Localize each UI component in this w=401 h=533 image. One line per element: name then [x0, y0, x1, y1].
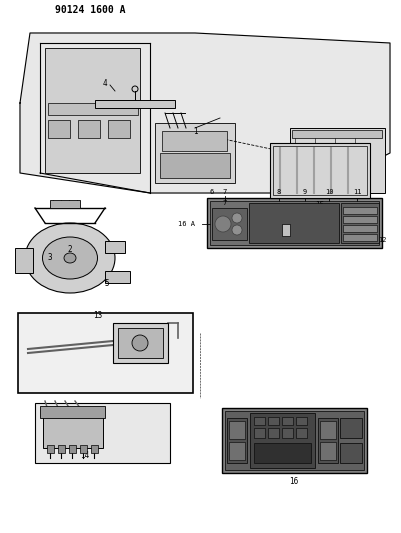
Ellipse shape	[25, 223, 115, 293]
Bar	[270, 143, 370, 198]
Text: 72: 72	[266, 448, 278, 458]
Ellipse shape	[43, 237, 97, 279]
Bar	[58, 445, 65, 453]
Text: 15: 15	[315, 201, 325, 211]
Bar	[47, 445, 54, 453]
Bar	[290, 128, 385, 193]
Bar	[227, 418, 247, 463]
Bar	[229, 421, 245, 439]
Bar	[318, 418, 338, 463]
Bar	[340, 418, 362, 438]
Bar	[341, 203, 379, 243]
Bar	[80, 445, 87, 453]
Polygon shape	[20, 33, 390, 193]
Text: 16: 16	[290, 477, 299, 486]
Bar	[250, 413, 315, 468]
Bar	[43, 416, 103, 448]
Bar	[292, 130, 382, 138]
Bar	[282, 428, 293, 438]
Text: 5: 5	[105, 279, 109, 287]
Text: 2: 2	[68, 246, 72, 254]
Circle shape	[232, 213, 242, 223]
Bar	[249, 203, 339, 243]
Circle shape	[215, 216, 231, 232]
Text: 8: 8	[277, 189, 281, 195]
Bar	[268, 417, 279, 425]
Text: 13: 13	[93, 311, 103, 319]
Bar	[282, 224, 290, 236]
Bar	[18, 313, 193, 393]
Text: 16 A: 16 A	[178, 221, 196, 227]
Bar	[296, 417, 307, 425]
Bar	[254, 417, 265, 425]
Bar	[160, 153, 230, 178]
Text: A/C  ECON/AC: A/C ECON/AC	[272, 211, 306, 215]
Bar	[105, 241, 125, 253]
Bar	[118, 328, 163, 358]
Bar	[343, 207, 377, 214]
Bar	[320, 421, 336, 439]
Bar	[35, 403, 170, 463]
Text: 12: 12	[378, 237, 386, 243]
Text: 9: 9	[303, 189, 307, 195]
Bar	[222, 408, 367, 473]
Circle shape	[232, 225, 242, 235]
Bar	[15, 248, 33, 273]
Circle shape	[132, 335, 148, 351]
Bar	[45, 48, 140, 173]
Bar	[210, 201, 379, 245]
Text: 6: 6	[210, 189, 214, 195]
Bar	[113, 323, 168, 363]
Bar	[282, 417, 293, 425]
Text: 4: 4	[103, 78, 107, 87]
Bar	[254, 428, 265, 438]
Text: 10: 10	[325, 189, 333, 195]
Text: 7: 7	[223, 189, 227, 195]
Bar	[162, 131, 227, 151]
Bar	[50, 200, 80, 208]
Bar	[343, 225, 377, 232]
Bar	[95, 100, 175, 108]
Bar	[40, 406, 105, 418]
Text: 90124 1600 A: 90124 1600 A	[55, 5, 126, 15]
Bar	[229, 442, 245, 460]
Bar	[48, 120, 70, 138]
Text: 3: 3	[48, 253, 52, 262]
Text: OFF  BI-LV  FLOOR: OFF BI-LV FLOOR	[272, 217, 321, 222]
Bar	[105, 271, 130, 283]
Bar	[108, 120, 130, 138]
Bar	[207, 198, 382, 248]
Bar	[343, 234, 377, 241]
Bar	[48, 103, 138, 115]
Text: 7: 7	[223, 200, 227, 206]
Bar	[296, 428, 307, 438]
Bar	[268, 428, 279, 438]
Text: 1: 1	[193, 126, 197, 135]
Bar	[340, 443, 362, 463]
Bar	[91, 445, 98, 453]
Bar	[225, 411, 364, 470]
Bar	[320, 442, 336, 460]
Text: 11: 11	[353, 189, 361, 195]
Bar	[78, 120, 100, 138]
Bar	[273, 146, 367, 195]
Bar	[254, 443, 311, 463]
Bar	[155, 123, 235, 183]
Bar	[343, 216, 377, 223]
Bar	[69, 445, 76, 453]
Bar	[212, 208, 247, 240]
Ellipse shape	[64, 253, 76, 263]
Text: 14: 14	[80, 450, 90, 459]
